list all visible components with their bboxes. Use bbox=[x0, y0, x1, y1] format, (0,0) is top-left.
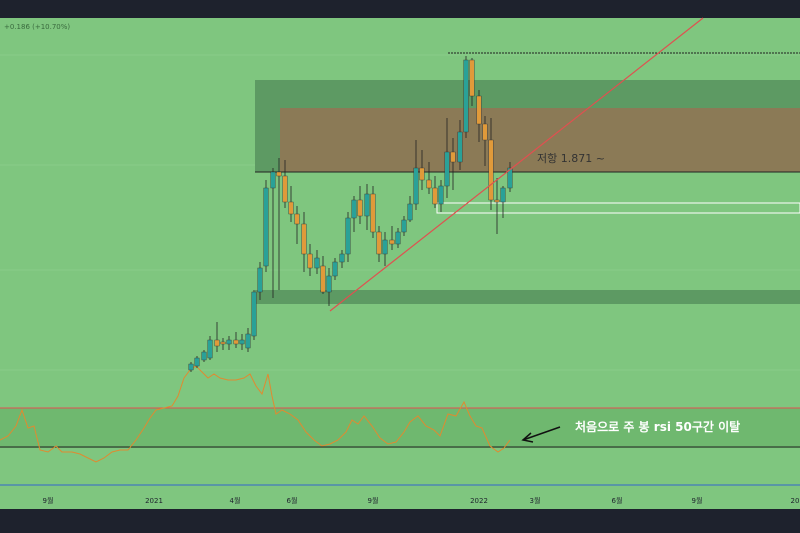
candle-body bbox=[419, 167, 425, 181]
candle-body bbox=[257, 267, 263, 293]
rsi-annotation: 처음으로 주 봉 rsi 50구간 이탈 bbox=[575, 419, 740, 434]
candle-body bbox=[482, 123, 488, 141]
ohlc-change: +0.186 (+10.70%) bbox=[4, 23, 70, 31]
candle-body bbox=[220, 341, 226, 345]
candle-body bbox=[476, 95, 482, 125]
candle-body bbox=[450, 151, 456, 163]
top-bar bbox=[0, 0, 800, 18]
candle-body bbox=[301, 223, 307, 255]
x-tick-label: 6월 bbox=[612, 496, 623, 505]
x-axis: 9월 2021 4월 6월 9월 2022 3월 6월 9월 20 bbox=[43, 496, 800, 505]
candle-body bbox=[288, 201, 294, 215]
candle-body bbox=[494, 199, 500, 203]
candle-body bbox=[251, 291, 257, 337]
candle-body bbox=[507, 167, 513, 189]
rsi-line bbox=[0, 365, 511, 463]
candles bbox=[188, 56, 513, 372]
candle-body bbox=[432, 187, 438, 205]
resistance-label: 저항 1.871 ~ bbox=[537, 152, 605, 165]
candle-body bbox=[207, 339, 213, 359]
x-tick-label: 9월 bbox=[368, 496, 379, 505]
candle-body bbox=[263, 187, 269, 267]
x-tick-label: 3월 bbox=[530, 496, 541, 505]
x-tick-label: 6월 bbox=[287, 496, 298, 505]
trendline bbox=[329, 17, 704, 312]
candle-body bbox=[307, 253, 313, 269]
candle-body bbox=[201, 351, 207, 361]
candle-body bbox=[364, 193, 370, 217]
candle-body bbox=[351, 199, 357, 219]
candle-body bbox=[426, 179, 432, 189]
candle-body bbox=[463, 59, 469, 133]
candle-body bbox=[444, 151, 450, 187]
annotation-arrow bbox=[521, 426, 561, 443]
candle-body bbox=[245, 333, 251, 349]
candle-body bbox=[488, 139, 494, 201]
candle-body bbox=[407, 203, 413, 221]
candle-body bbox=[276, 171, 282, 177]
candle-body bbox=[214, 339, 220, 347]
candle-body bbox=[233, 339, 239, 345]
rsi-pane bbox=[0, 365, 800, 463]
candle-body bbox=[413, 167, 419, 205]
candle-body bbox=[282, 175, 288, 203]
candle-body bbox=[345, 217, 351, 255]
rsi-pane-bg bbox=[0, 408, 800, 448]
resistance-zone bbox=[280, 108, 800, 172]
x-tick-label: 9월 bbox=[43, 496, 54, 505]
bottom-bar bbox=[0, 509, 800, 533]
candle-body bbox=[339, 253, 345, 263]
x-tick-label: 4월 bbox=[230, 496, 241, 505]
candle-body bbox=[457, 131, 463, 163]
x-tick-label: 9월 bbox=[692, 496, 703, 505]
candle-body bbox=[326, 275, 332, 293]
candle-body bbox=[389, 239, 395, 245]
x-tick-label: 20 bbox=[791, 497, 800, 505]
candle-body bbox=[320, 265, 326, 293]
candle-body bbox=[194, 357, 200, 367]
lower-zone bbox=[255, 290, 800, 304]
candle-body bbox=[401, 219, 407, 233]
candle-body bbox=[438, 185, 444, 205]
candle-body bbox=[314, 257, 320, 269]
candle-body bbox=[226, 339, 232, 345]
candle-body bbox=[469, 59, 475, 97]
candle-body bbox=[376, 231, 382, 255]
candle-body bbox=[357, 199, 363, 217]
white-zone bbox=[436, 202, 800, 214]
candle-body bbox=[370, 193, 376, 233]
candle-body bbox=[500, 187, 506, 203]
candle-body bbox=[294, 213, 300, 225]
x-tick-label: 2022 bbox=[470, 497, 488, 505]
candle-body bbox=[239, 339, 245, 345]
candle-body bbox=[382, 239, 388, 255]
candle-body bbox=[270, 171, 276, 189]
candle-body bbox=[395, 231, 401, 245]
candle-body bbox=[332, 261, 338, 277]
x-tick-label: 2021 bbox=[145, 497, 163, 505]
candle-body bbox=[188, 363, 194, 371]
